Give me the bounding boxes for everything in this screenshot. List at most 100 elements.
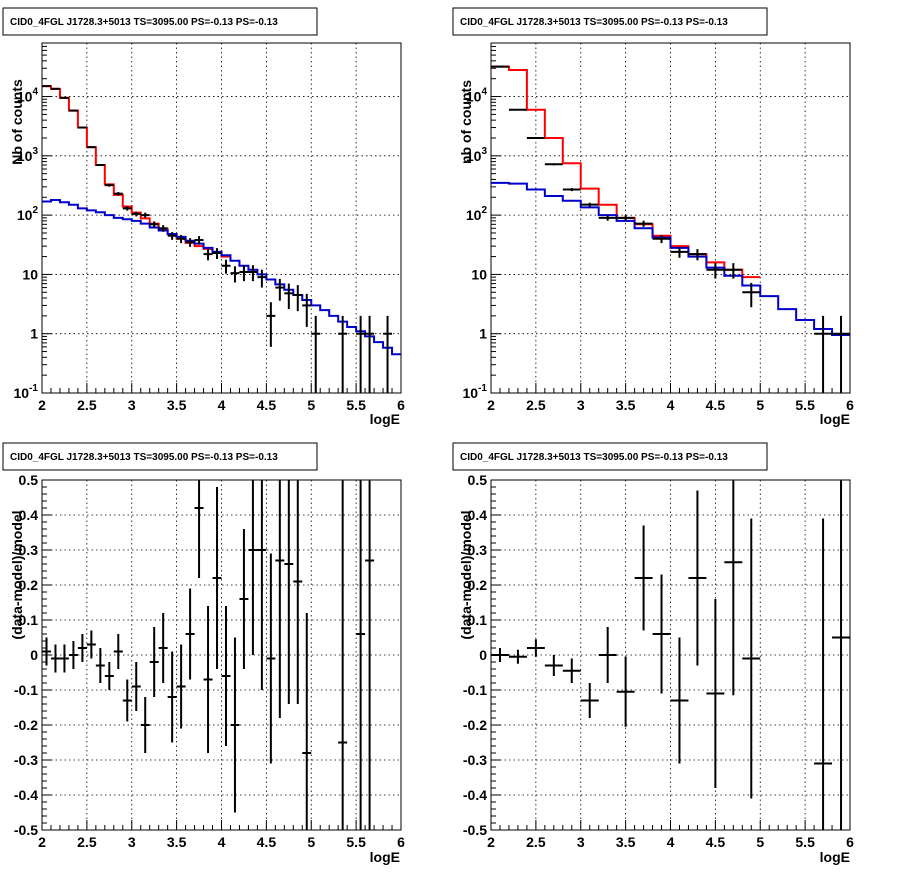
data-point	[230, 266, 240, 283]
data-point	[616, 215, 635, 221]
y-tick-label: 0.5	[468, 472, 488, 488]
data-point	[544, 655, 563, 676]
data-point	[652, 574, 671, 694]
data-point	[706, 599, 725, 788]
data-point	[167, 232, 177, 240]
x-tick-label: 6	[846, 834, 854, 850]
data-point	[113, 634, 123, 669]
grid	[491, 480, 850, 830]
data-point	[302, 613, 312, 830]
data-point	[185, 588, 195, 680]
data-point	[383, 315, 393, 393]
y-tick-label: 102	[466, 205, 488, 223]
x-tick-label: 6	[397, 397, 405, 413]
data-point	[59, 644, 69, 673]
x-tick-label: 4.5	[706, 397, 726, 413]
data-point	[185, 238, 195, 247]
y-tick-label: -0.2	[14, 717, 38, 733]
axis-ticks	[490, 42, 851, 394]
plot-area: 2 2.5 3 3.5 4 4.5 5 5.5 6 10-1 1 10 102 103 104	[14, 42, 405, 413]
data-layer	[491, 65, 850, 393]
data-point	[742, 282, 761, 308]
x-tick-label: 4	[218, 397, 226, 413]
y-tick-label: -0.5	[14, 822, 38, 838]
x-tick-label: 4.5	[257, 834, 277, 850]
plot-area: 2 2.5 3 3.5 4 4.5 5 5.5 6 -0.5 -0.4 -0.3 -0.2 -0.1 0 0.…	[463, 472, 854, 850]
data-point	[248, 265, 258, 282]
grid	[42, 480, 401, 830]
y-tick-label: 10-1	[14, 383, 39, 401]
y-tick-label: -0.5	[463, 822, 487, 838]
y-tick-label: -0.1	[14, 682, 38, 698]
grid	[42, 43, 401, 393]
data-point	[239, 265, 249, 282]
data-point	[149, 221, 159, 228]
data-point	[68, 641, 78, 669]
data-point	[95, 164, 105, 167]
data-point	[580, 202, 599, 207]
data-point	[688, 490, 707, 666]
y-tick-label: 103	[17, 146, 39, 164]
series-step-line-1	[491, 181, 850, 337]
data-layer	[42, 85, 401, 393]
y-tick-label: 0	[30, 647, 38, 663]
x-tick-label: 5	[307, 834, 315, 850]
data-point	[77, 634, 87, 662]
data-point	[95, 648, 105, 683]
y-tick-label: 103	[466, 146, 488, 164]
data-point	[86, 630, 96, 659]
y-tick-label: 104	[466, 87, 488, 105]
data-point	[275, 480, 285, 718]
y-tick-label: 10	[22, 266, 38, 282]
x-tick-label: 5.5	[795, 834, 815, 850]
y-axis-title: (data-model)/model	[458, 510, 474, 639]
data-point	[140, 697, 150, 753]
data-point	[167, 651, 177, 743]
data-point	[832, 315, 850, 393]
x-tick-label: 4.5	[706, 834, 726, 850]
data-point	[526, 136, 545, 139]
panel-top-right-counts: CID0_4FGL J1728.3+5013 TS=3095.00 PS=-0.…	[452, 7, 854, 427]
data-point	[544, 163, 563, 166]
data-point	[257, 269, 267, 288]
x-axis-title: logE	[370, 411, 400, 427]
y-tick-label: 1	[30, 326, 38, 342]
data-point	[293, 480, 303, 704]
data-point	[508, 649, 527, 664]
y-tick-label: 0.1	[19, 612, 39, 628]
x-tick-label: 2.5	[526, 397, 546, 413]
y-tick-label: 0.4	[19, 507, 39, 523]
x-tick-label: 3	[577, 834, 585, 850]
data-point	[203, 606, 213, 753]
x-tick-label: 5	[756, 834, 764, 850]
data-point	[266, 553, 276, 764]
x-tick-label: 6	[846, 397, 854, 413]
y-axis-title: Nb of counts	[9, 79, 25, 165]
x-tick-label: 5.5	[795, 397, 815, 413]
data-point	[113, 192, 123, 196]
data-point	[140, 212, 150, 218]
grid	[491, 43, 850, 393]
panel-title-box	[452, 7, 768, 36]
x-tick-label: 4.5	[257, 397, 277, 413]
data-point	[212, 248, 222, 259]
data-point	[724, 480, 743, 696]
plot-area: 2 2.5 3 3.5 4 4.5 5 5.5 6 10-1 1 10 102 103 104	[463, 42, 854, 413]
y-tick-label: -0.4	[463, 787, 487, 803]
panel-title: CID0_4FGL J1728.3+5013 TS=3095.00 PS=-0.…	[460, 17, 728, 28]
data-point	[59, 96, 69, 99]
panel-title: CID0_4FGL J1728.3+5013 TS=3095.00 PS=-0.…	[460, 452, 728, 463]
y-tick-label: 0.3	[468, 542, 488, 558]
data-point	[616, 656, 635, 727]
y-tick-label: 0.5	[19, 472, 39, 488]
y-tick-label: 104	[17, 87, 39, 105]
x-axis-title: logE	[820, 849, 850, 865]
data-point	[338, 480, 348, 830]
data-point	[212, 487, 222, 669]
data-point	[266, 302, 276, 347]
data-point	[670, 637, 689, 764]
data-point	[104, 662, 114, 690]
panel-title-box	[2, 7, 318, 36]
plot-area: 2 2.5 3 3.5 4 4.5 5 5.5 6 -0.5 -0.4 -0.3 -0.2 -0.1 0 0.…	[14, 472, 405, 850]
data-point	[42, 637, 51, 666]
